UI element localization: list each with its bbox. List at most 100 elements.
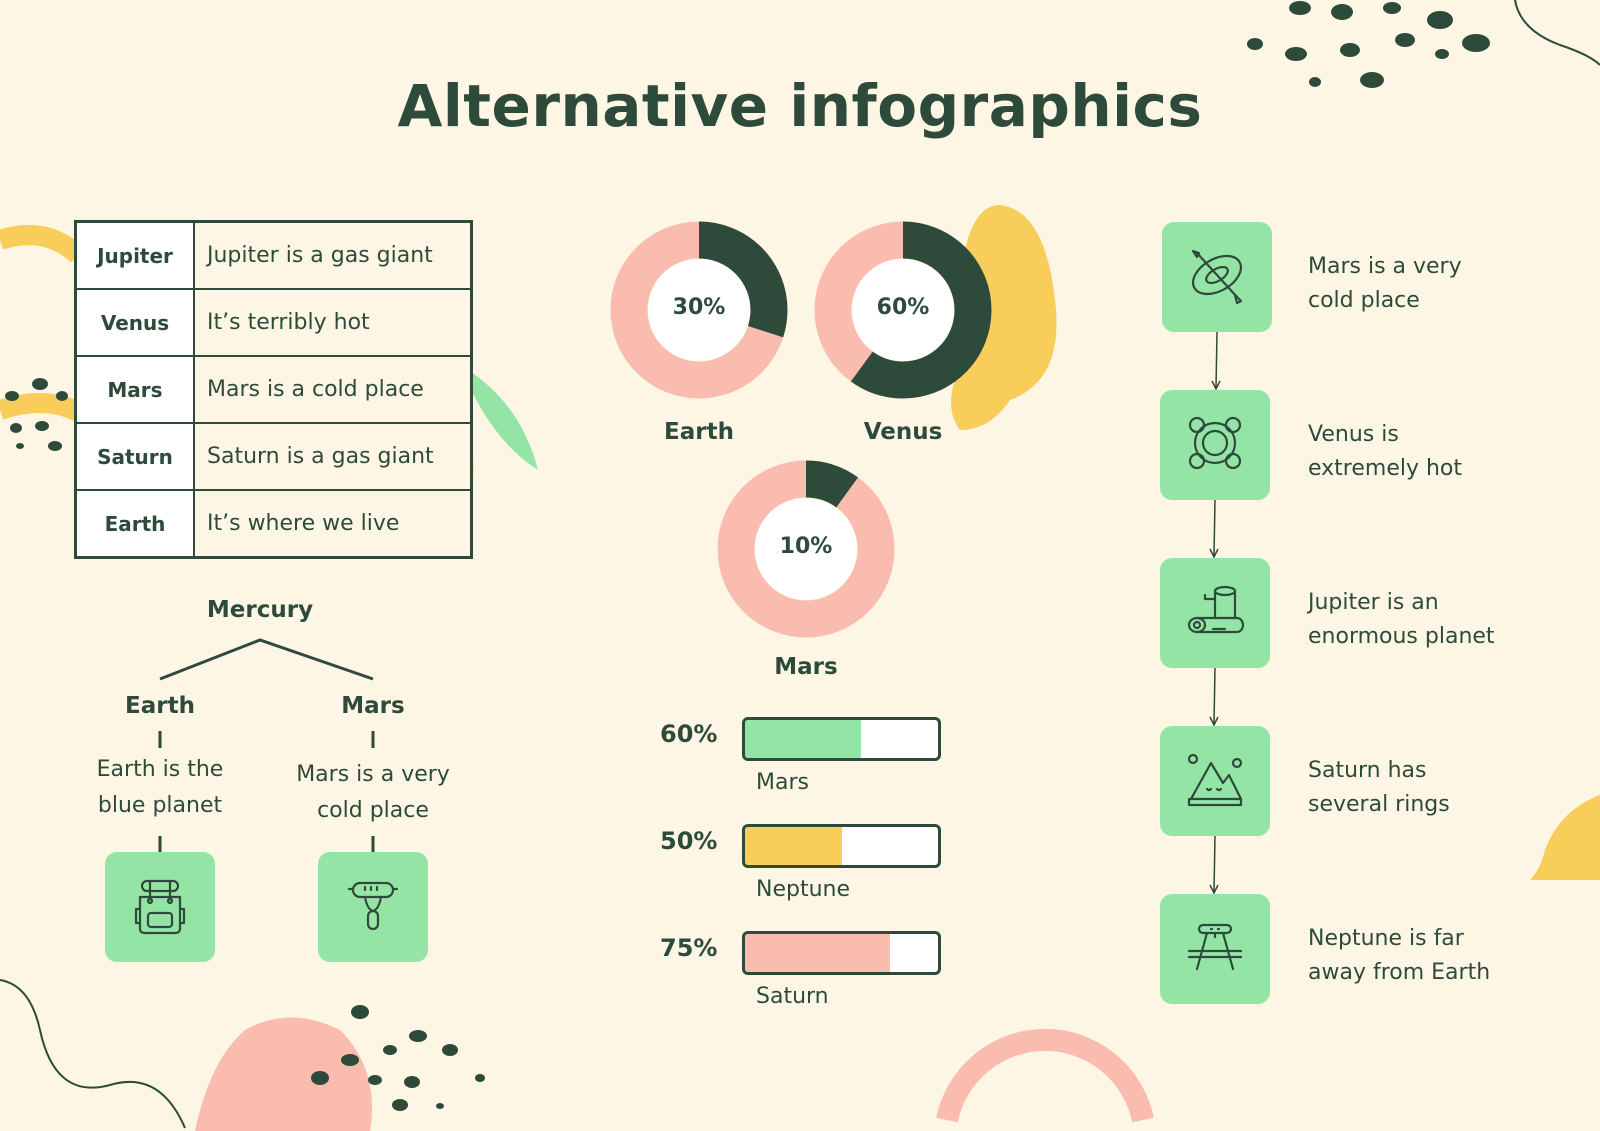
- desc-line: Earth is the: [96, 757, 224, 782]
- pink-ring: [936, 1028, 1154, 1123]
- tree-node-desc: Earth is the blue planet: [50, 752, 270, 824]
- flow-text: Saturn has several rings: [1308, 754, 1568, 822]
- flow-text: Jupiter is an enormous planet: [1308, 586, 1568, 654]
- flow-line: Venus is: [1308, 422, 1399, 447]
- bar-percent: 75%: [660, 934, 718, 962]
- arrow-line: [1213, 667, 1216, 725]
- table-row: Earth It’s where we live: [74, 489, 473, 559]
- progress-fill: [745, 827, 842, 865]
- flow-line: Jupiter is an: [1308, 590, 1439, 615]
- tree-root: Mercury: [206, 597, 314, 623]
- planet-name: Saturn: [74, 422, 195, 491]
- arrow-head: [1211, 380, 1221, 391]
- tree-node: Mars: [341, 693, 405, 719]
- flow-line: enormous planet: [1308, 624, 1495, 649]
- curve-line-right: [1514, 0, 1600, 66]
- desc-line: cold place: [317, 798, 429, 823]
- flow-line: extremely hot: [1308, 456, 1463, 481]
- desc-line: Mars is a very: [296, 762, 450, 787]
- icon-tile: [105, 852, 215, 962]
- table-row: Saturn Saturn is a gas giant: [74, 422, 473, 491]
- arrow-head: [1209, 548, 1219, 559]
- icon-tile: [1160, 894, 1270, 1004]
- donut-hole: [755, 498, 857, 600]
- planet-desc: It’s where we live: [193, 489, 473, 559]
- bar-percent: 60%: [660, 720, 718, 748]
- yellow-leaf-right: [1530, 795, 1600, 880]
- progress-fill: [745, 720, 861, 758]
- icon-tile: [1162, 222, 1272, 332]
- bar-label: Mars: [756, 770, 809, 795]
- flow-text: Neptune is far away from Earth: [1308, 922, 1568, 990]
- life-buoy-icon: [1183, 411, 1247, 479]
- planet-name: Mars: [74, 355, 195, 424]
- progress-fill: [745, 934, 890, 972]
- leaf-shape: [460, 365, 538, 470]
- bar-percent: 50%: [660, 827, 718, 855]
- flow-line: Mars is a very: [1308, 254, 1462, 279]
- arrow-head: [1209, 716, 1219, 727]
- backpack-icon: [128, 873, 192, 941]
- picnic-table-icon: [1183, 915, 1247, 983]
- flow-line: away from Earth: [1308, 960, 1491, 985]
- flow-line: cold place: [1308, 288, 1420, 313]
- planet-desc: Saturn is a gas giant: [193, 422, 473, 491]
- donut-value: 30%: [672, 295, 726, 320]
- log-stump-icon: [1183, 579, 1247, 647]
- donut-hole: [648, 259, 750, 361]
- planet-name: Earth: [74, 489, 195, 559]
- planet-desc: Jupiter is a gas giant: [193, 220, 473, 290]
- table-row: Venus It’s terribly hot: [74, 288, 473, 357]
- planet-name: Jupiter: [74, 220, 195, 290]
- dots-top-right: [1247, 1, 1490, 88]
- arrow-line: [1213, 835, 1216, 893]
- icon-tile: [318, 852, 428, 962]
- progress-bar: [742, 824, 941, 868]
- icon-tile: [1160, 726, 1270, 836]
- donut-segment: [610, 221, 788, 399]
- arrow-line: [1213, 499, 1216, 557]
- sausage-fork-icon: [341, 873, 405, 941]
- flow-line: Neptune is far: [1308, 926, 1464, 951]
- tree-node-desc: Mars is a very cold place: [263, 757, 483, 829]
- bar-label: Saturn: [756, 984, 829, 1009]
- yellow-arc-left: [0, 225, 85, 263]
- kayak-icon: [1185, 243, 1249, 311]
- planet-table: Jupiter Jupiter is a gas giant Venus It’s t…: [74, 220, 473, 559]
- dots-bottom: [311, 1005, 485, 1111]
- arrow-head: [1209, 884, 1219, 895]
- flow-text: Venus is extremely hot: [1308, 418, 1568, 486]
- arrow-line: [1215, 331, 1218, 389]
- yellow-arc-left-lower: [0, 393, 83, 422]
- icon-tile: [1160, 558, 1270, 668]
- planet-desc: Mars is a cold place: [193, 355, 473, 424]
- table-row: Mars Mars is a cold place: [74, 355, 473, 424]
- tree-connectors: [158, 638, 375, 852]
- donut-value: 60%: [876, 295, 930, 320]
- yellow-blob: [951, 205, 1057, 430]
- bar-label: Neptune: [756, 877, 851, 902]
- mountains-icon: [1183, 747, 1247, 815]
- donut-hole: [852, 259, 954, 361]
- donut-label: Venus: [863, 419, 943, 445]
- dots-left: [5, 378, 68, 451]
- donut-segment: [814, 221, 992, 399]
- progress-bar: [742, 931, 941, 975]
- donut-segment: [717, 460, 895, 638]
- flow-text: Mars is a very cold place: [1308, 250, 1568, 318]
- donut-label: Earth: [664, 419, 734, 445]
- tree-node: Earth: [125, 693, 195, 719]
- desc-line: blue planet: [97, 793, 223, 818]
- planet-name: Venus: [74, 288, 195, 357]
- flow-line: Saturn has: [1308, 758, 1427, 783]
- flow-line: several rings: [1308, 792, 1450, 817]
- icon-tile: [1160, 390, 1270, 500]
- curve-line-left: [0, 979, 186, 1129]
- progress-bar: [742, 717, 941, 761]
- planet-desc: It’s terribly hot: [193, 288, 473, 357]
- donut-label: Mars: [774, 654, 838, 680]
- pink-blob: [195, 1017, 372, 1131]
